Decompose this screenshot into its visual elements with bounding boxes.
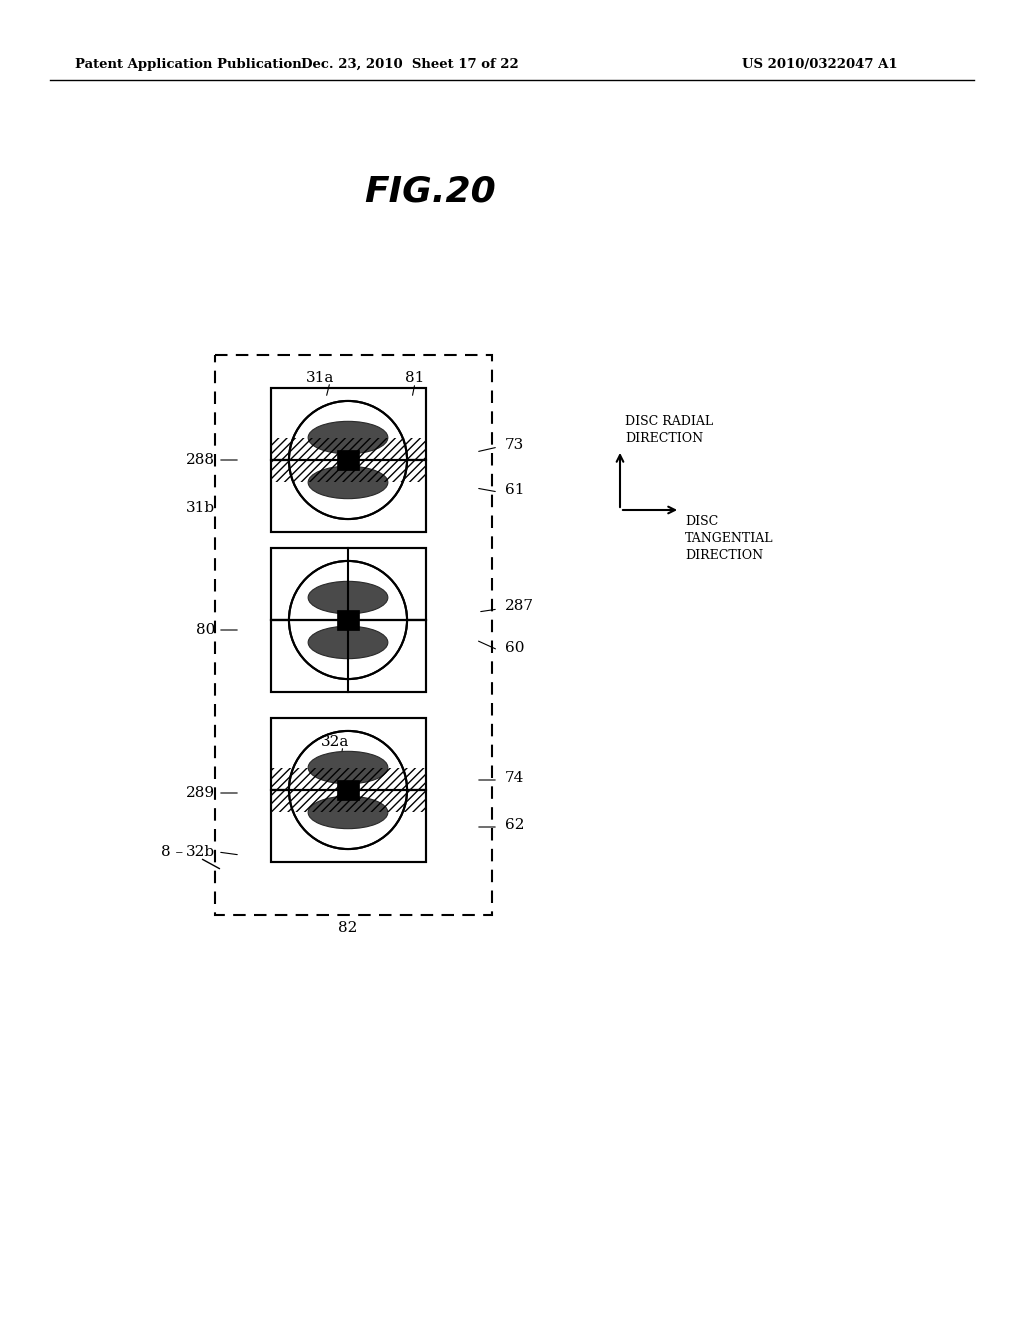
Ellipse shape — [308, 626, 388, 659]
Circle shape — [289, 731, 408, 849]
Bar — [270, 789, 426, 862]
Text: 32a: 32a — [321, 735, 349, 748]
Bar — [270, 620, 426, 692]
Text: 289: 289 — [186, 785, 215, 800]
Bar — [337, 610, 358, 630]
Text: Dec. 23, 2010  Sheet 17 of 22: Dec. 23, 2010 Sheet 17 of 22 — [301, 58, 519, 71]
Bar — [337, 780, 358, 800]
Bar — [270, 388, 426, 459]
Circle shape — [289, 561, 408, 678]
Bar — [270, 718, 426, 789]
Text: DISC
TANGENTIAL
DIRECTION: DISC TANGENTIAL DIRECTION — [685, 515, 773, 562]
Bar — [270, 718, 426, 789]
Ellipse shape — [308, 581, 388, 614]
Ellipse shape — [308, 421, 388, 454]
Text: Patent Application Publication: Patent Application Publication — [75, 58, 302, 71]
Text: US 2010/0322047 A1: US 2010/0322047 A1 — [742, 58, 898, 71]
Ellipse shape — [308, 796, 388, 829]
Text: 288: 288 — [186, 453, 215, 467]
Text: 74: 74 — [505, 771, 524, 785]
Bar — [270, 459, 426, 532]
Text: 61: 61 — [505, 483, 524, 498]
Text: 32b: 32b — [186, 845, 215, 859]
Bar — [270, 388, 426, 459]
Text: 82: 82 — [338, 921, 357, 935]
Text: FIG.20: FIG.20 — [365, 176, 496, 209]
Text: 62: 62 — [505, 818, 524, 832]
Bar — [270, 548, 426, 620]
Text: 31b: 31b — [186, 502, 215, 515]
Bar — [270, 620, 426, 692]
Bar — [270, 768, 426, 812]
Text: 60: 60 — [505, 642, 524, 655]
Text: 287: 287 — [505, 599, 534, 612]
Ellipse shape — [308, 466, 388, 499]
Text: 81: 81 — [406, 371, 425, 385]
Bar — [270, 438, 426, 482]
Text: DISC RADIAL
DIRECTION: DISC RADIAL DIRECTION — [625, 414, 713, 445]
Ellipse shape — [308, 751, 388, 784]
Text: 31a: 31a — [306, 371, 334, 385]
Bar — [270, 548, 426, 620]
Text: 8 –: 8 – — [161, 845, 183, 859]
Bar — [270, 459, 426, 532]
Circle shape — [289, 401, 408, 519]
Bar — [215, 355, 492, 915]
Text: 73: 73 — [505, 438, 524, 451]
Text: 80: 80 — [196, 623, 215, 638]
Bar — [337, 450, 358, 470]
Bar — [270, 789, 426, 862]
